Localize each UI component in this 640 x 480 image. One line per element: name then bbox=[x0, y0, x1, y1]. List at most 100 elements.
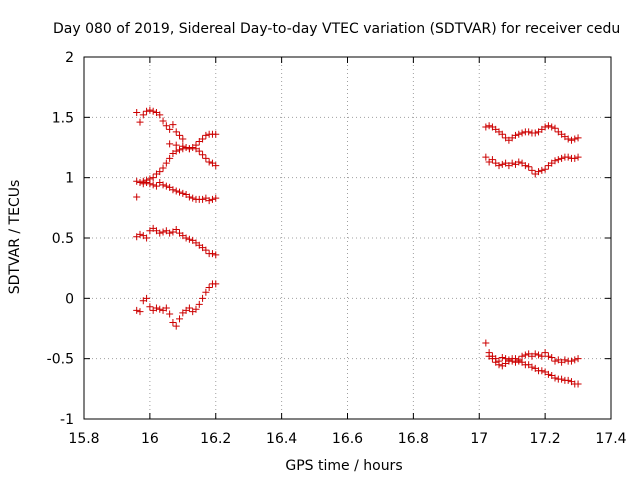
data-point bbox=[189, 194, 197, 202]
data-point bbox=[521, 351, 529, 359]
data-point bbox=[172, 187, 180, 195]
data-point bbox=[482, 123, 490, 131]
y-tick-labels: -1 -0.5 0 0.5 1 1.5 2 bbox=[47, 50, 74, 428]
data-point bbox=[488, 355, 496, 363]
data-point bbox=[205, 158, 213, 166]
data-point bbox=[176, 315, 184, 323]
series-sat-j bbox=[485, 352, 582, 388]
data-point bbox=[531, 129, 539, 137]
data-point bbox=[212, 251, 220, 259]
data-point bbox=[564, 376, 572, 384]
data-point bbox=[185, 235, 193, 243]
data-point bbox=[169, 121, 177, 129]
data-point bbox=[567, 357, 575, 365]
data-point bbox=[544, 352, 552, 360]
data-point bbox=[149, 107, 157, 115]
data-point bbox=[143, 107, 151, 115]
data-point bbox=[525, 128, 533, 136]
data-point bbox=[136, 178, 144, 186]
data-point bbox=[189, 144, 197, 151]
data-point bbox=[133, 109, 141, 117]
data-point bbox=[208, 250, 216, 258]
x-tick-label: 16.8 bbox=[398, 431, 429, 447]
data-point bbox=[212, 280, 220, 288]
y-tick-label: -0.5 bbox=[47, 352, 74, 368]
data-point bbox=[139, 111, 147, 119]
x-tick-label: 16 bbox=[141, 431, 159, 447]
data-point bbox=[156, 111, 164, 119]
data-point bbox=[551, 357, 559, 365]
data-point bbox=[535, 168, 543, 176]
data-point bbox=[192, 305, 200, 313]
data-point bbox=[212, 194, 220, 202]
data-point bbox=[159, 181, 167, 189]
x-tick-label: 16.2 bbox=[200, 431, 231, 447]
data-point bbox=[199, 135, 207, 143]
data-point bbox=[195, 147, 203, 155]
data-point bbox=[202, 246, 210, 254]
data-point bbox=[199, 294, 207, 302]
data-point bbox=[212, 162, 220, 170]
data-point bbox=[162, 304, 170, 312]
data-point bbox=[535, 351, 543, 359]
data-point bbox=[561, 356, 569, 364]
data-point bbox=[139, 180, 147, 188]
data-point bbox=[208, 195, 216, 203]
data-point bbox=[518, 352, 526, 360]
series-sat-g bbox=[482, 122, 582, 144]
data-point bbox=[202, 288, 210, 296]
data-point bbox=[176, 146, 184, 154]
y-tick-label: 0.5 bbox=[52, 231, 74, 247]
data-point bbox=[162, 159, 170, 167]
data-point bbox=[159, 228, 167, 236]
data-point bbox=[143, 178, 151, 186]
data-point bbox=[166, 310, 174, 318]
data-point bbox=[511, 131, 519, 139]
x-tick-labels: 15.8 16 16.2 16.4 16.6 16.8 17 17.2 17.4 bbox=[68, 431, 626, 447]
y-axis-label: SDTVAR / TECUs bbox=[7, 180, 23, 295]
data-point bbox=[152, 182, 160, 190]
grid-lines bbox=[84, 57, 611, 419]
data-point bbox=[146, 303, 154, 311]
data-point bbox=[185, 193, 193, 201]
x-tick-label: 17.4 bbox=[595, 431, 626, 447]
x-axis-label: GPS time / hours bbox=[285, 458, 402, 474]
data-point bbox=[521, 162, 529, 170]
data-point bbox=[152, 304, 160, 312]
chart-title: Day 080 of 2019, Sidereal Day-to-day VTE… bbox=[53, 21, 620, 37]
data-point bbox=[482, 339, 490, 347]
data-point bbox=[202, 131, 210, 139]
data-point bbox=[548, 123, 556, 131]
data-point bbox=[548, 353, 556, 361]
data-point bbox=[159, 164, 167, 172]
data-point bbox=[571, 154, 579, 162]
data-point bbox=[205, 283, 213, 291]
series-sat-d bbox=[133, 177, 220, 205]
data-point bbox=[172, 226, 180, 234]
series-sat-e bbox=[133, 224, 220, 259]
y-tick-label: 1.5 bbox=[52, 110, 74, 126]
data-point bbox=[495, 162, 503, 170]
series-sat-f bbox=[133, 280, 220, 330]
data-point bbox=[199, 151, 207, 159]
data-point bbox=[495, 361, 503, 369]
data-point bbox=[574, 153, 582, 161]
data-point bbox=[182, 144, 190, 151]
data-point bbox=[146, 106, 154, 114]
x-tick-label: 17.2 bbox=[530, 431, 561, 447]
data-point bbox=[574, 380, 582, 388]
data-point bbox=[558, 375, 566, 383]
data-point bbox=[199, 195, 207, 203]
data-point bbox=[515, 158, 523, 166]
data-point bbox=[551, 124, 559, 132]
x-tick-label: 16.4 bbox=[266, 431, 297, 447]
data-point bbox=[185, 304, 193, 312]
data-point bbox=[172, 147, 180, 155]
data-point bbox=[558, 154, 566, 162]
data-point bbox=[508, 159, 516, 167]
data-point bbox=[162, 122, 170, 130]
y-tick-label: 1 bbox=[65, 171, 74, 187]
data-point bbox=[498, 160, 506, 168]
data-point bbox=[146, 180, 154, 188]
data-point bbox=[551, 374, 559, 382]
